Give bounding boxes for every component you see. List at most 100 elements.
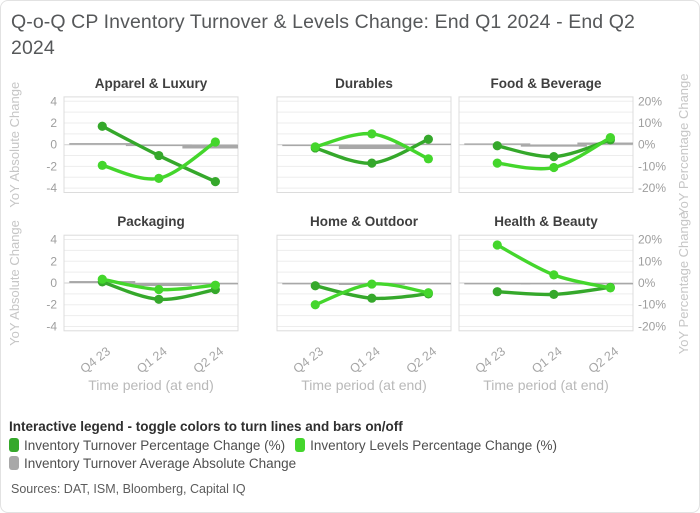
x-tick-label: Q2 24 (191, 344, 226, 376)
avg-abs-bar[interactable] (182, 282, 238, 285)
levels-point[interactable] (423, 154, 433, 164)
avg-abs-bar[interactable] (69, 142, 136, 145)
levels-point[interactable] (210, 280, 220, 290)
avg-abs-bar[interactable] (577, 282, 633, 285)
panel-title: Food & Beverage (490, 76, 602, 91)
turnover-point[interactable] (367, 158, 377, 168)
panel-apparel-and-luxury: Apparel & Luxury 4 2 0 -2 -4 (46, 76, 239, 195)
y-tick-left: -2 (46, 298, 57, 312)
x-tick-label: Q4 23 (78, 344, 113, 376)
avg-abs-bar[interactable] (464, 282, 531, 285)
panel-title: Apparel & Luxury (95, 76, 208, 91)
x-tick-label: Q4 23 (473, 344, 508, 376)
avg-abs-bar[interactable] (338, 144, 405, 149)
levels-line[interactable] (495, 243, 613, 290)
turnover-point[interactable] (367, 293, 377, 303)
turnover-point[interactable] (310, 280, 320, 291)
legend-swatch-turnover[interactable] (9, 438, 19, 453)
turnover-point[interactable] (154, 150, 164, 161)
legend-swatch-avg_abs[interactable] (9, 456, 19, 471)
turnover-point[interactable] (154, 294, 164, 304)
y-tick-right: -20% (638, 181, 666, 195)
avg-abs-bar[interactable] (520, 282, 587, 285)
y-tick-right: -10% (638, 298, 666, 312)
avg-abs-bar[interactable] (125, 144, 192, 146)
x-tick-label: Q2 24 (404, 344, 439, 376)
panel-food-and-beverage: Food & Beverage 20% 10% 0% -10% -20% (458, 76, 666, 195)
levels-point[interactable] (97, 160, 107, 170)
levels-point[interactable] (605, 132, 615, 143)
legend-heading: Interactive legend - toggle colors to tu… (9, 418, 403, 434)
y-axis-title-left: YoY Absolute Change (7, 82, 22, 208)
levels-point[interactable] (97, 274, 107, 284)
turnover-point[interactable] (423, 134, 433, 144)
turnover-point[interactable] (492, 286, 502, 297)
y-tick-left: 4 (50, 232, 57, 246)
y-tick-right: 0% (638, 276, 656, 290)
x-tick-label: Q1 24 (134, 344, 169, 376)
y-axis-title-right: YoY Percentage Change (676, 212, 691, 354)
legend-item-label: Inventory Turnover Percentage Change (%) (24, 437, 286, 453)
y-tick-left: -2 (46, 159, 57, 173)
levels-point[interactable] (310, 299, 320, 310)
turnover-point[interactable] (492, 141, 502, 151)
levels-point[interactable] (549, 162, 559, 172)
turnover-point[interactable] (549, 151, 559, 162)
levels-point[interactable] (154, 173, 164, 183)
legend-items: Inventory Turnover Percentage Change (%)… (9, 438, 669, 471)
y-tick-right: 10% (638, 116, 662, 130)
levels-point[interactable] (605, 283, 615, 293)
x-axis-title: Time period (at end) (88, 377, 214, 393)
legend-swatch-levels[interactable] (295, 438, 306, 453)
x-tick-label: Q1 24 (347, 344, 382, 376)
y-axis-title-left: YoY Absolute Change (7, 220, 22, 346)
avg-abs-bar[interactable] (125, 282, 192, 286)
x-axis-title: Time period (at end) (301, 377, 427, 393)
chart-title: Q-o-Q CP Inventory Turnover & Levels Cha… (11, 11, 635, 59)
levels-point[interactable] (367, 279, 377, 289)
turnover-point[interactable] (210, 176, 220, 187)
levels-point[interactable] (210, 137, 220, 147)
panel-title: Packaging (117, 214, 185, 229)
panel-title: Health & Beauty (494, 214, 598, 229)
turnover-point[interactable] (549, 289, 559, 299)
y-tick-left: 2 (50, 116, 57, 130)
levels-point[interactable] (367, 129, 377, 139)
legend-item-label: Inventory Turnover Average Absolute Chan… (24, 455, 297, 471)
panel-title: Durables (335, 76, 393, 91)
levels-point[interactable] (492, 158, 502, 168)
x-tick-label: Q2 24 (586, 344, 621, 376)
panel-title: Home & Outdoor (310, 214, 419, 229)
y-tick-right: -20% (638, 319, 666, 333)
y-axis-title-right: YoY Percentage Change (676, 73, 691, 215)
avg-abs-bar[interactable] (395, 282, 451, 285)
y-tick-left: -4 (46, 319, 57, 333)
y-tick-left: -4 (46, 181, 57, 195)
levels-point[interactable] (492, 240, 502, 250)
y-tick-left: 0 (50, 276, 57, 290)
avg-abs-bar[interactable] (520, 144, 587, 147)
legend-item-turnover[interactable]: Inventory Turnover Percentage Change (%) (9, 438, 285, 453)
avg-abs-bar[interactable] (577, 142, 633, 145)
legend-item-levels[interactable]: Inventory Levels Percentage Change (%) (295, 438, 557, 453)
y-tick-right: 10% (638, 254, 662, 268)
avg-abs-bar[interactable] (395, 143, 451, 145)
x-tick-label: Q1 24 (529, 344, 564, 376)
levels-point[interactable] (154, 284, 164, 294)
y-tick-left: 2 (50, 254, 57, 268)
legend: Interactive legend - toggle colors to tu… (1, 419, 699, 471)
levels-point[interactable] (549, 270, 559, 280)
legend-item-avg_abs[interactable]: Inventory Turnover Average Absolute Chan… (9, 456, 296, 471)
figure-wrap: Apparel & Luxury 4 2 0 -2 -4 Durables Food & Be… (1, 64, 699, 417)
levels-point[interactable] (423, 288, 433, 298)
x-axis-title: Time period (at end) (483, 377, 609, 393)
levels-point[interactable] (310, 142, 320, 152)
y-tick-right: -10% (638, 159, 666, 173)
sources-note: Sources: DAT, ISM, Bloomberg, Capital IQ (11, 481, 246, 496)
y-tick-left: 0 (50, 138, 57, 152)
turnover-point[interactable] (97, 121, 107, 131)
panel-durables: Durables (276, 76, 452, 193)
